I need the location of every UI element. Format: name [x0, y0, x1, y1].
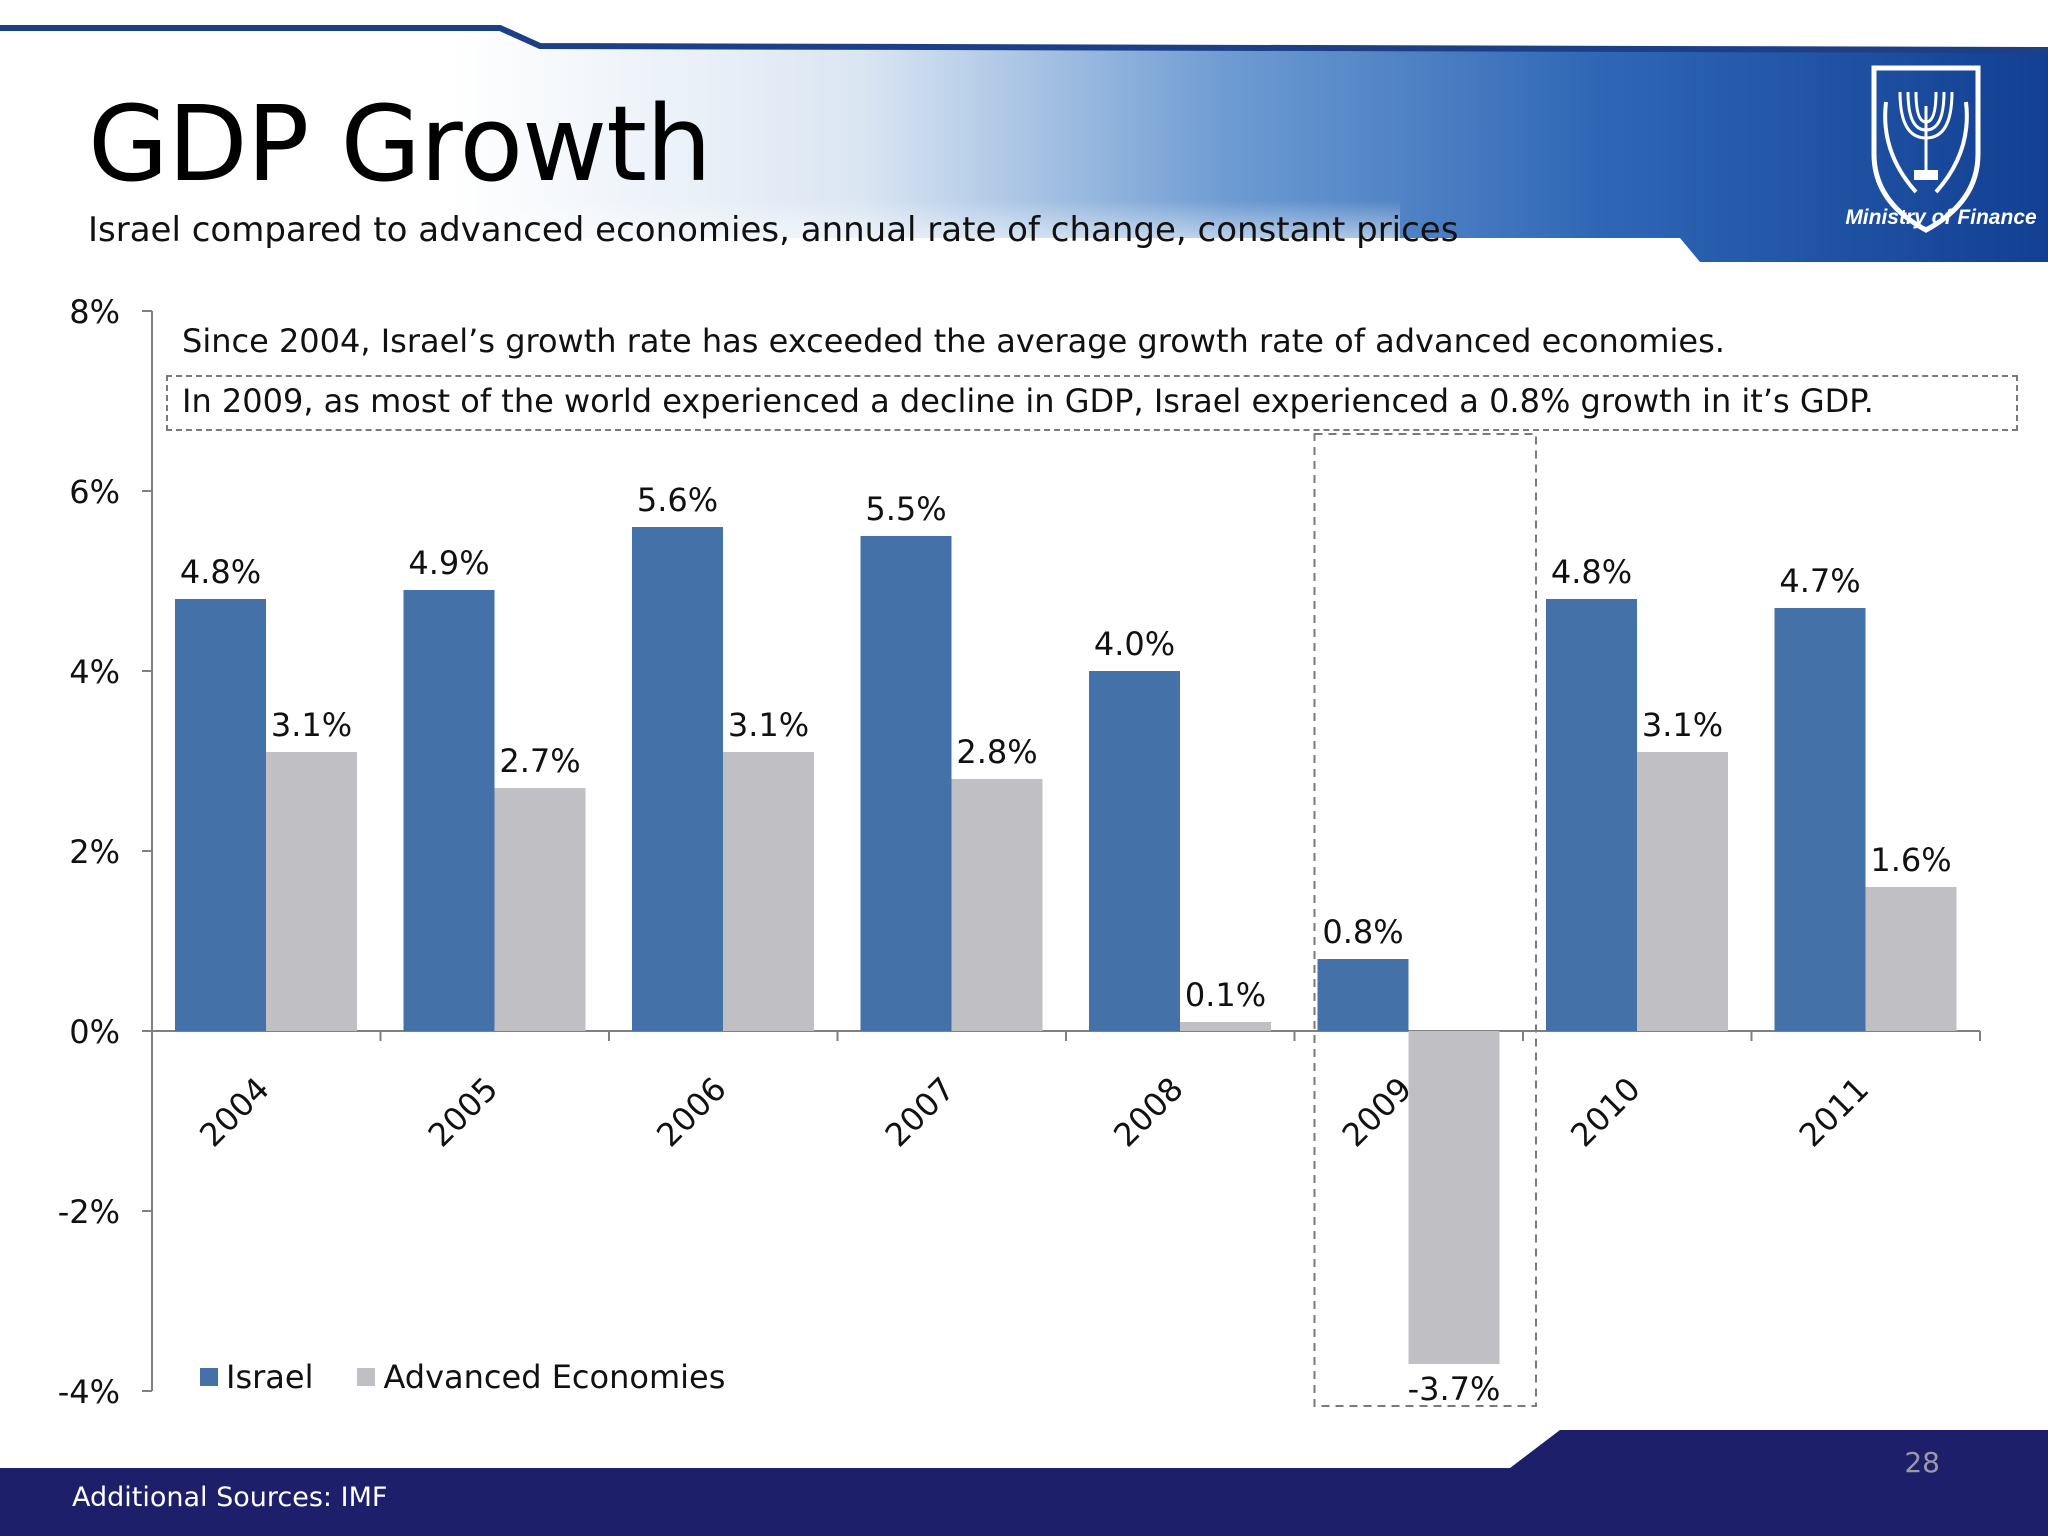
chart-legend: Israel Advanced Economies: [200, 1358, 769, 1396]
slide-subtitle: Israel compared to advanced economies, a…: [88, 210, 1459, 250]
data-label-israel-2004: 4.8%: [180, 553, 261, 591]
annotation-2009-note: In 2009, as most of the world experience…: [182, 382, 1874, 420]
x-category-label: 2011: [1792, 1070, 1876, 1154]
data-label-advanced-2009: -3.7%: [1408, 1370, 1501, 1408]
legend-item-israel: Israel: [200, 1358, 313, 1396]
bar-israel-2004: [175, 599, 266, 1031]
data-label-israel-2011: 4.7%: [1779, 562, 1860, 600]
y-tick-label: 0%: [69, 1013, 120, 1051]
data-label-advanced-2008: 0.1%: [1185, 976, 1266, 1014]
bar-israel-2010: [1546, 599, 1637, 1031]
bar-advanced-2005: [494, 788, 586, 1031]
data-label-israel-2008: 4.0%: [1094, 625, 1175, 663]
bar-advanced-2011: [1865, 887, 1957, 1031]
legend-label-advanced: Advanced Economies: [383, 1358, 726, 1396]
y-tick-label: 8%: [69, 293, 120, 331]
slide-title: GDP Growth: [88, 83, 712, 205]
y-tick-label: -4%: [58, 1373, 120, 1411]
x-category-label: 2004: [192, 1070, 276, 1154]
page-number: 28: [1904, 1446, 1940, 1479]
y-tick-label: 4%: [69, 653, 120, 691]
bar-israel-2011: [1774, 608, 1866, 1031]
data-label-advanced-2005: 2.7%: [499, 742, 580, 780]
x-category-label: 2005: [421, 1070, 505, 1154]
legend-label-israel: Israel: [226, 1358, 314, 1396]
bar-advanced-2004: [266, 752, 357, 1031]
bar-advanced-2008: [1180, 1022, 1271, 1031]
data-label-advanced-2007: 2.8%: [956, 733, 1037, 771]
ministry-emblem-icon: [1871, 65, 1981, 233]
data-label-advanced-2004: 3.1%: [271, 706, 352, 744]
highlight-box-2009: [1313, 433, 1537, 1407]
bar-israel-2009: [1317, 959, 1409, 1031]
data-label-israel-2009: 0.8%: [1322, 913, 1403, 951]
sources-note: Additional Sources: IMF: [72, 1482, 388, 1513]
y-tick-label: -2%: [58, 1193, 120, 1231]
bar-advanced-2007: [951, 779, 1043, 1031]
legend-swatch-advanced: [357, 1368, 376, 1386]
bar-advanced-2010: [1637, 752, 1728, 1031]
x-category-label: 2007: [878, 1070, 962, 1154]
annotation-growth-note: Since 2004, Israel’s growth rate has exc…: [182, 322, 1725, 360]
header-banner: [0, 25, 2048, 262]
bar-israel-2005: [403, 590, 495, 1031]
x-category-label: 2006: [649, 1070, 733, 1154]
data-label-advanced-2011: 1.6%: [1870, 841, 1951, 879]
logo-caption: Ministry of Finance: [1845, 206, 2037, 229]
bar-advanced-2006: [723, 752, 814, 1031]
annotation-box: [166, 375, 2018, 431]
data-label-israel-2007: 5.5%: [865, 490, 946, 528]
x-category-label: 2009: [1335, 1070, 1419, 1154]
legend-item-advanced: Advanced Economies: [357, 1358, 725, 1396]
footer-banner: [0, 1430, 2048, 1536]
data-label-israel-2005: 4.9%: [408, 544, 489, 582]
data-label-advanced-2006: 3.1%: [728, 706, 809, 744]
data-label-israel-2006: 5.6%: [637, 481, 718, 519]
bar-israel-2006: [632, 527, 723, 1031]
legend-swatch-israel: [200, 1368, 218, 1386]
data-label-advanced-2010: 3.1%: [1642, 706, 1723, 744]
x-category-label: 2010: [1563, 1070, 1647, 1154]
y-tick-label: 2%: [69, 833, 120, 871]
bar-advanced-2009: [1408, 1031, 1500, 1364]
data-label-israel-2010: 4.8%: [1551, 553, 1632, 591]
bar-israel-2008: [1089, 671, 1180, 1031]
bar-israel-2007: [860, 536, 952, 1031]
x-category-label: 2008: [1106, 1070, 1190, 1154]
y-tick-label: 6%: [69, 473, 120, 511]
